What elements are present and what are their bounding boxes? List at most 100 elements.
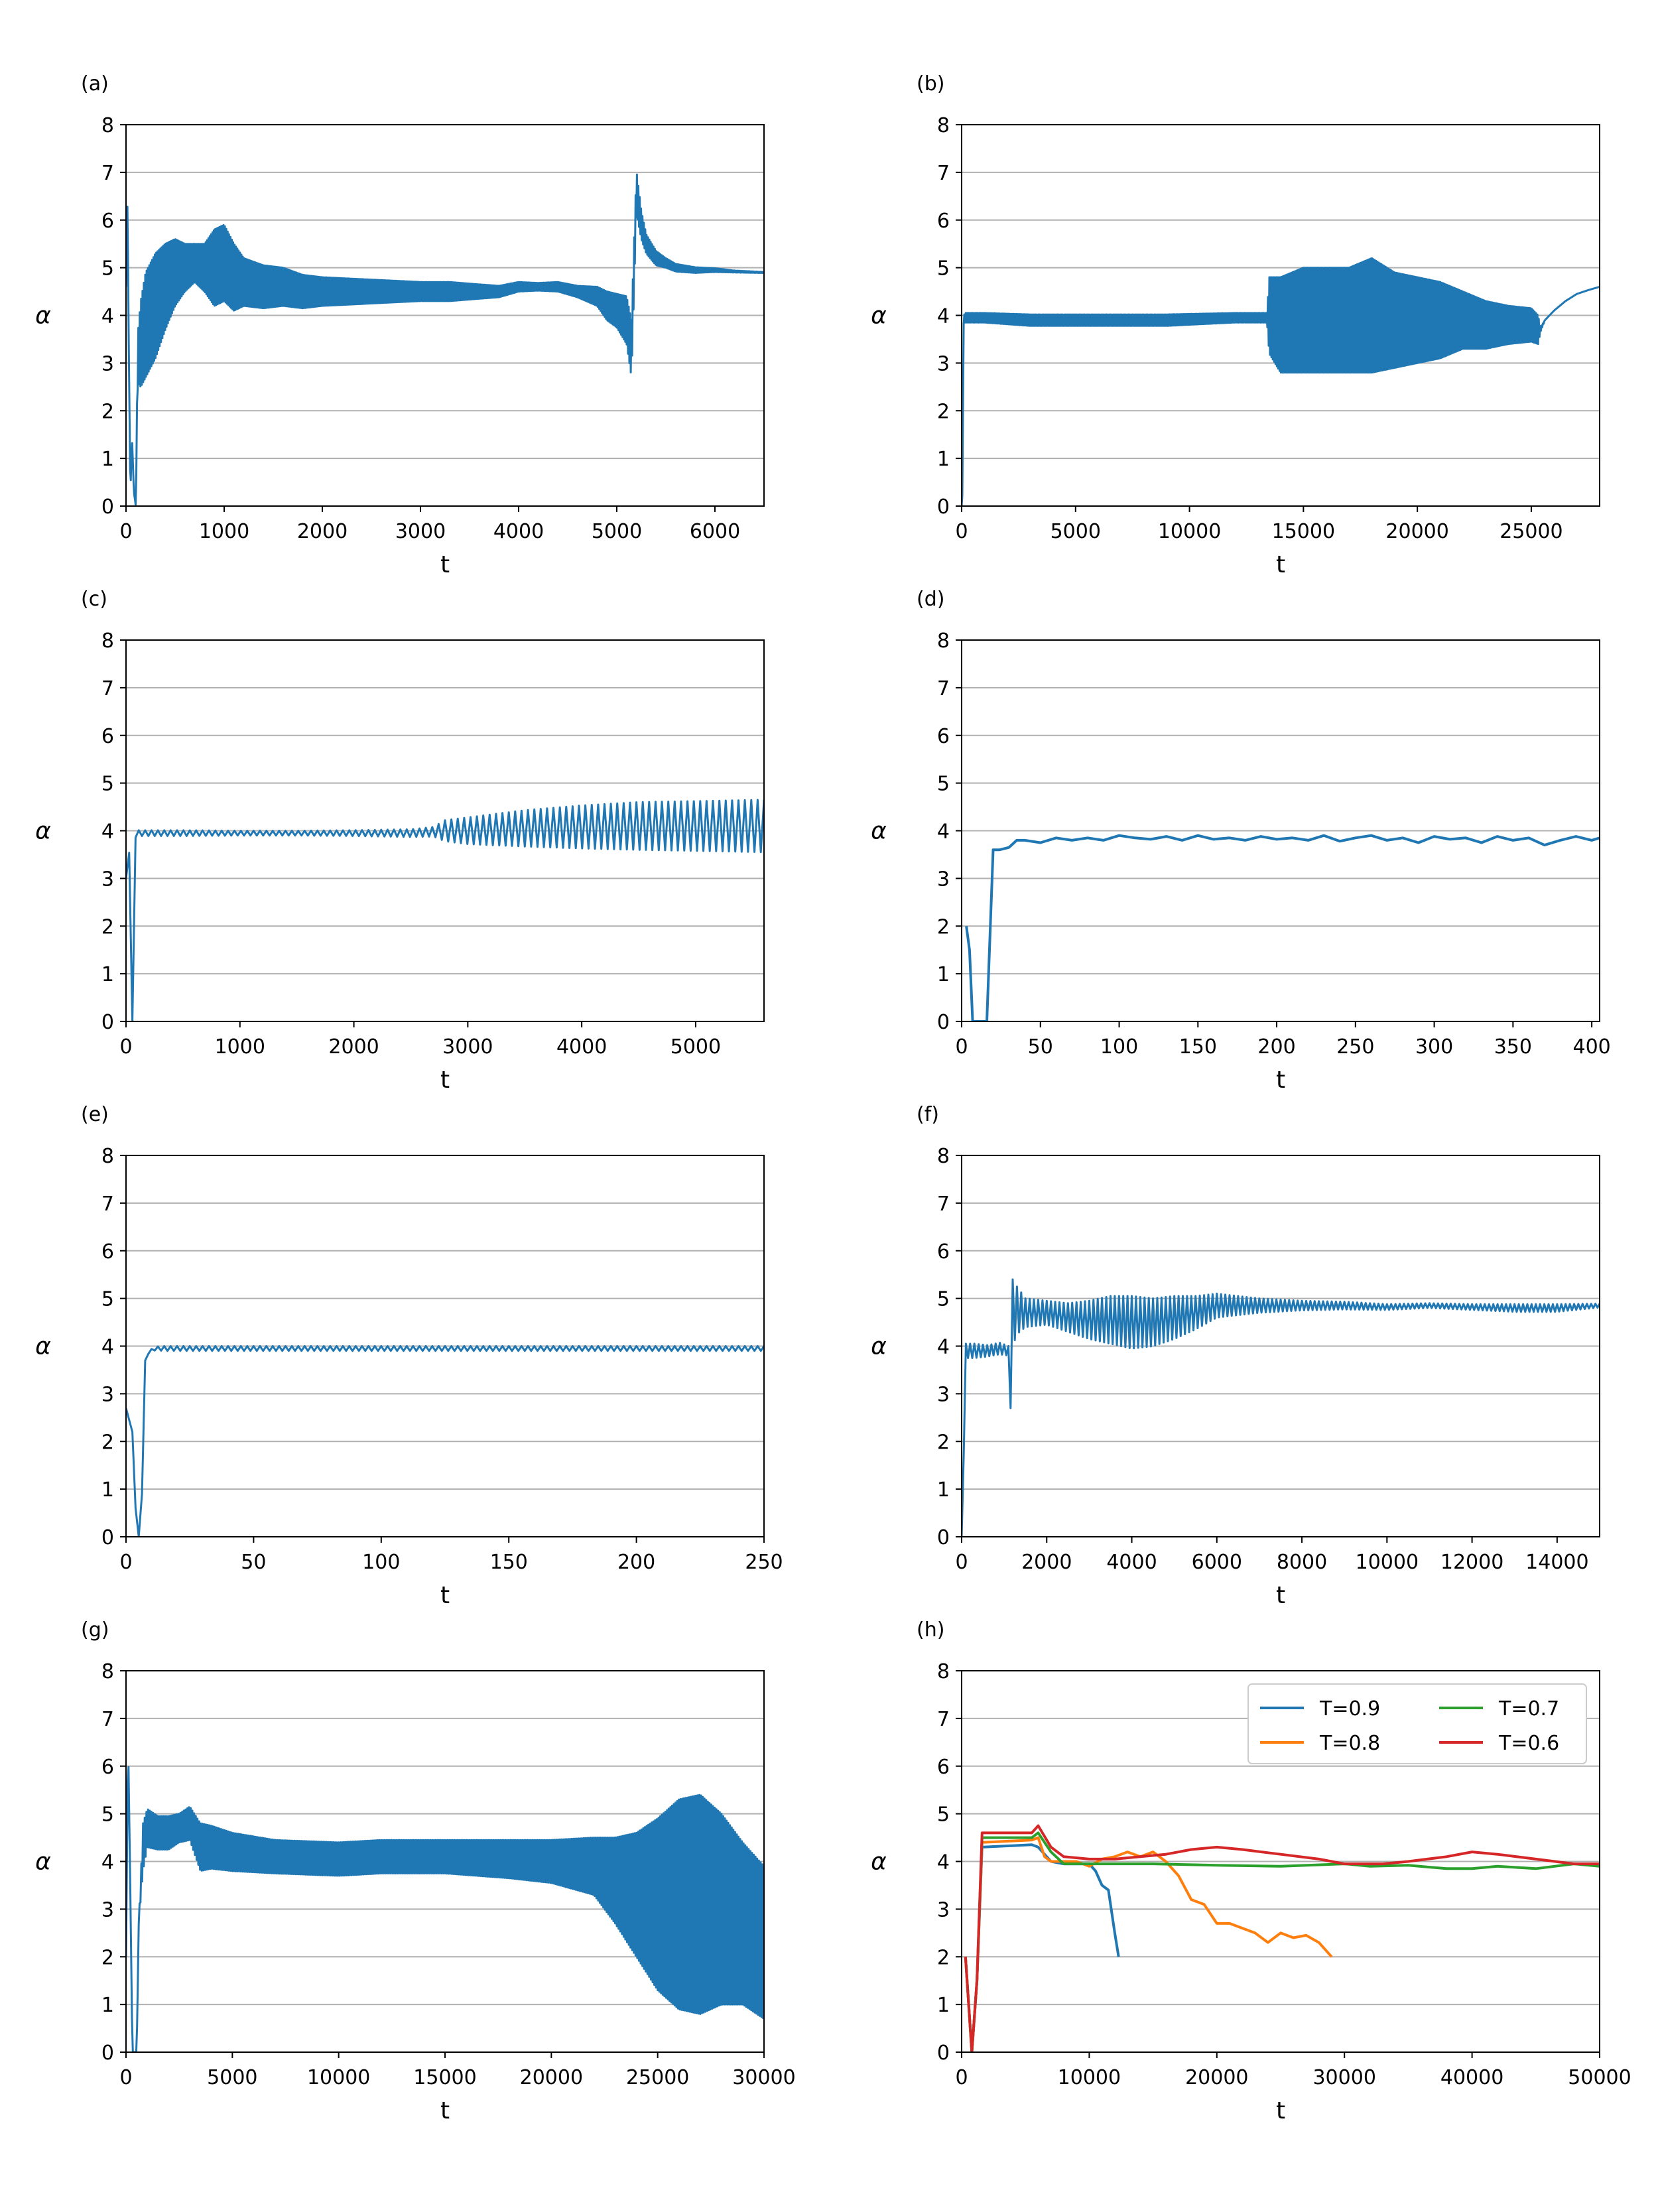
x-tick-label: 0: [119, 1551, 132, 1574]
y-tick-label: 2: [101, 1946, 114, 1969]
x-axis-label: t: [1276, 551, 1285, 578]
legend-entry: T=0.9: [1319, 1697, 1380, 1721]
x-tick-label: 0: [119, 1035, 132, 1059]
x-tick-label: 0: [955, 2066, 968, 2089]
x-tick-label: 50: [1028, 1035, 1053, 1059]
x-axis-label: t: [1276, 1582, 1285, 1609]
y-tick-label: 2: [937, 400, 950, 423]
y-tick-label: 1: [937, 1994, 950, 2017]
y-tick-label: 0: [101, 1011, 114, 1034]
y-tick-label: 4: [937, 1851, 950, 1874]
y-tick-label: 7: [101, 162, 114, 185]
x-tick-label: 0: [955, 520, 968, 543]
x-tick-label: 4000: [556, 1035, 607, 1059]
panel-label: (g): [81, 1618, 109, 1642]
x-tick-label: 3000: [395, 520, 446, 543]
y-tick-label: 3: [101, 1898, 114, 1921]
y-tick-label: 7: [937, 677, 950, 700]
x-axis-label: t: [440, 1582, 450, 1609]
x-tick-label: 10000: [1356, 1551, 1419, 1574]
plot-frame: [125, 639, 765, 1022]
y-tick-label: 3: [937, 1898, 950, 1921]
panel-c: (c) 0 1 2 3 4 5 6 7 8 0 1000 2000 3000 4000 5000 t α: [35, 588, 765, 1094]
y-tick-label: 3: [101, 868, 114, 891]
y-tick-label: 1: [101, 1478, 114, 1502]
y-tick-label: 0: [101, 1526, 114, 1549]
x-tick-label: 250: [1336, 1035, 1374, 1059]
y-tick-label: 8: [101, 114, 114, 137]
y-tick-label: 1: [937, 963, 950, 986]
y-tick-label: 6: [101, 725, 114, 748]
y-tick-label: 5: [101, 773, 114, 796]
panel-d: (d) 0 1 2 3 4 5 6 7 8 0 50 100 150 200 250 300 350 400 t α: [871, 588, 1611, 1094]
y-tick-label: 3: [101, 352, 114, 375]
x-axis-label: t: [1276, 1067, 1285, 1094]
x-tick-label: 0: [119, 520, 132, 543]
y-tick-label: 7: [937, 162, 950, 185]
x-tick-label: 20000: [520, 2066, 583, 2089]
x-tick-label: 250: [745, 1551, 783, 1574]
y-tick-label: 6: [101, 210, 114, 233]
y-tick-label: 6: [937, 1240, 950, 1264]
x-tick-label: 1000: [199, 520, 249, 543]
y-axis-label: α: [35, 302, 51, 330]
legend-entry: T=0.7: [1498, 1697, 1559, 1721]
y-tick-label: 8: [937, 629, 950, 653]
x-tick-label: 0: [119, 2066, 132, 2089]
y-tick-label: 4: [937, 305, 950, 328]
y-tick-label: 5: [101, 1803, 114, 1827]
x-tick-label: 100: [362, 1551, 400, 1574]
panel-label: (c): [81, 588, 107, 611]
x-tick-label: 15000: [1272, 520, 1335, 543]
y-tick-label: 6: [937, 210, 950, 233]
y-tick-label: 1: [101, 963, 114, 986]
y-tick-label: 6: [101, 1240, 114, 1264]
x-tick-label: 15000: [413, 2066, 476, 2089]
x-tick-label: 25000: [1499, 520, 1562, 543]
y-tick-label: 2: [937, 1946, 950, 1969]
series-line-T=0.9: [964, 1843, 1120, 2052]
legend-entry: T=0.8: [1319, 1732, 1380, 1755]
plot-frame: [961, 639, 1600, 1022]
x-tick-label: 10000: [1058, 2066, 1121, 2089]
panel-label: (e): [81, 1103, 109, 1126]
series-line: [962, 257, 1600, 506]
y-tick-label: 3: [937, 868, 950, 891]
x-tick-label: 200: [1257, 1035, 1295, 1059]
x-tick-label: 2000: [1021, 1551, 1072, 1574]
y-tick-label: 5: [937, 257, 950, 281]
y-tick-label: 6: [937, 725, 950, 748]
series-line: [126, 173, 764, 506]
y-tick-label: 8: [937, 1660, 950, 1683]
x-tick-label: 25000: [626, 2066, 689, 2089]
x-tick-label: 20000: [1385, 520, 1448, 543]
x-tick-label: 150: [490, 1551, 528, 1574]
y-tick-label: 0: [937, 495, 950, 519]
y-tick-label: 0: [101, 2042, 114, 2065]
x-tick-label: 20000: [1185, 2066, 1248, 2089]
x-tick-label: 5000: [670, 1035, 721, 1059]
plot-frame: [125, 1155, 765, 1537]
y-tick-label: 1: [101, 448, 114, 471]
panel-label: (h): [917, 1618, 944, 1642]
x-tick-label: 400: [1572, 1035, 1610, 1059]
y-axis-label: α: [871, 302, 887, 330]
y-tick-label: 4: [101, 820, 114, 844]
x-axis-label: t: [440, 1067, 450, 1094]
y-tick-label: 5: [937, 1288, 950, 1311]
y-axis-label: α: [35, 1849, 51, 1876]
panel-f: (f) 0 1 2 3 4 5 6 7 8 0 2000 4000 6000 8000 10000 12000 1…: [871, 1103, 1600, 1609]
y-tick-label: 0: [937, 2042, 950, 2065]
y-tick-label: 2: [101, 1431, 114, 1454]
x-tick-label: 10000: [1158, 520, 1221, 543]
x-tick-label: 150: [1179, 1035, 1217, 1059]
plot-frame: [125, 1670, 765, 2053]
y-tick-label: 1: [101, 1994, 114, 2017]
series-line-T=0.8: [964, 1836, 1333, 2052]
panel-label: (f): [917, 1103, 939, 1126]
y-tick-label: 2: [937, 915, 950, 939]
legend-box: [1247, 1683, 1587, 1764]
y-axis-label: α: [871, 818, 887, 845]
x-axis-label: t: [440, 2097, 450, 2124]
